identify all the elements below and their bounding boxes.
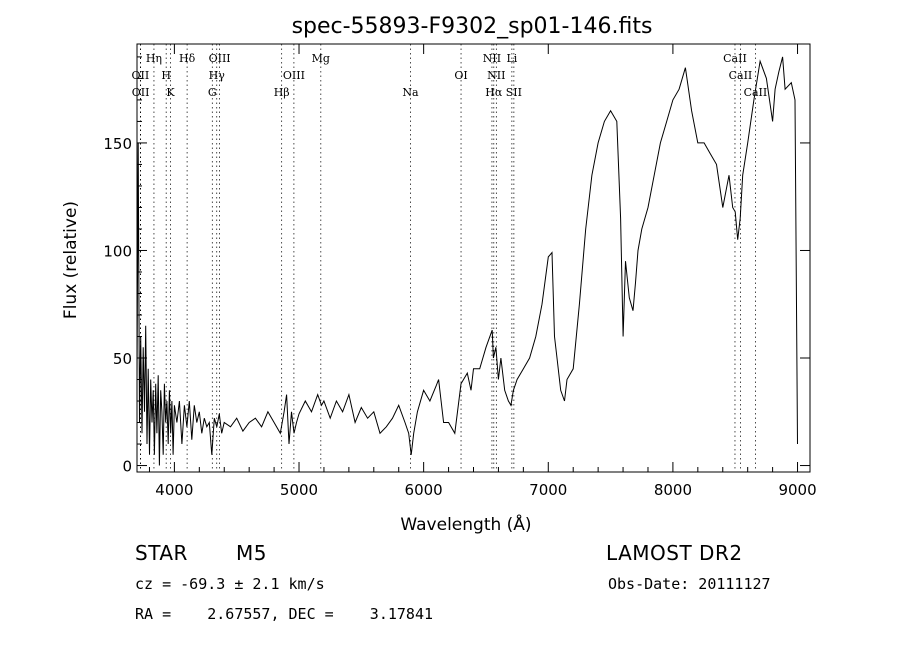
x-tick-label: 5000: [280, 481, 318, 499]
line-label-13: OI: [454, 69, 467, 82]
chart-title: spec-55893-F9302_sp01-146.fits: [292, 14, 653, 39]
spectrum-line: [136, 56, 798, 466]
object-subclass: M5: [236, 541, 267, 565]
x-tick-label: 4000: [155, 481, 193, 499]
spectral-line-labels: OII OII Hη HK Hδ OIII Hγ G Hβ OIII Mg Na OI NII NII Hα L…: [132, 52, 768, 99]
line-label-4: K: [166, 86, 175, 99]
object-type: STAR: [135, 541, 188, 565]
line-label-14: NII: [483, 52, 501, 65]
x-axis-ticks: 4000 5000 6000 7000 8000 9000: [148, 44, 817, 499]
line-label-7: Hγ: [209, 69, 226, 82]
line-label-17: Li: [506, 52, 517, 65]
line-label-8: G: [208, 86, 217, 99]
line-label-0: OII: [132, 69, 150, 82]
obs-date: Obs-Date: 20111127: [608, 575, 771, 593]
y-tick-label: 150: [103, 135, 132, 153]
line-label-20: CaII: [729, 69, 753, 82]
x-axis-label: Wavelength (Å): [400, 513, 531, 535]
line-label-3: H: [161, 69, 171, 82]
plot-frame: [136, 43, 811, 473]
line-label-16: Hα: [485, 86, 503, 99]
line-label-11: Mg: [312, 52, 330, 65]
spectral-line-markers: [140, 44, 756, 472]
y-axis-label: Flux (relative): [61, 201, 81, 319]
x-tick-label: 9000: [778, 481, 816, 499]
y-axis-ticks: 0 50 100 150: [103, 56, 810, 476]
coordinates-readout: RA = 2.67557, DEC = 3.17841: [135, 605, 434, 623]
y-tick-label: 100: [103, 242, 132, 260]
y-tick-label: 0: [122, 458, 132, 476]
line-label-12: Na: [402, 86, 419, 99]
line-label-15: NII: [487, 69, 505, 82]
line-label-6: OIII: [209, 52, 231, 65]
x-tick-label: 7000: [529, 481, 567, 499]
line-label-5: Hδ: [179, 52, 196, 65]
velocity-readout: cz = -69.3 ± 2.1 km/s: [135, 575, 325, 593]
survey-name: LAMOST DR2: [606, 541, 743, 565]
x-tick-label: 8000: [654, 481, 692, 499]
line-label-10: OIII: [283, 69, 305, 82]
y-tick-label: 50: [113, 350, 132, 368]
x-tick-label: 6000: [405, 481, 443, 499]
line-label-2: Hη: [146, 52, 162, 65]
line-label-18: SII: [506, 86, 522, 99]
line-label-9: Hβ: [274, 86, 290, 99]
line-label-1: OII: [132, 86, 150, 99]
line-label-19: CaII: [723, 52, 747, 65]
